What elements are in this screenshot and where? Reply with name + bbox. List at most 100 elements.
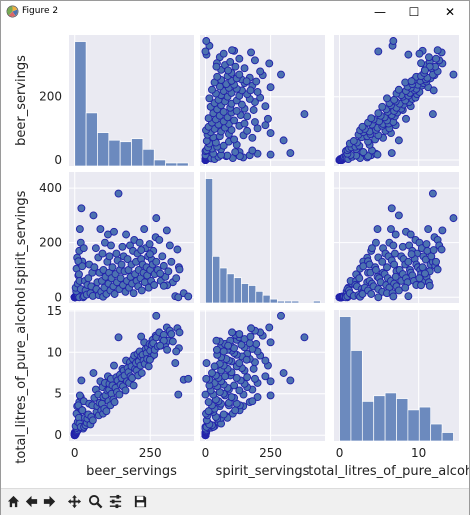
histogram-bar — [219, 267, 228, 303]
scatter-point — [429, 86, 438, 95]
scatter-point — [424, 225, 433, 233]
scatter-point — [232, 374, 241, 382]
scatter-point — [89, 211, 98, 220]
scatter-point — [224, 341, 233, 350]
scatter-point — [208, 369, 216, 377]
scatter-point — [213, 72, 222, 81]
scatter-point — [265, 323, 274, 332]
forward-button[interactable] — [41, 493, 58, 510]
scatter-point — [248, 146, 257, 155]
scatter-point — [250, 374, 259, 383]
scatter-point — [228, 46, 236, 55]
scatter-point — [359, 262, 368, 271]
scatter-point — [449, 70, 458, 79]
scatter-point — [407, 77, 416, 86]
histogram-bar — [97, 132, 110, 166]
scatter-point — [110, 398, 119, 406]
scatter-point — [202, 374, 211, 383]
histogram-bar — [248, 285, 257, 303]
scatter-point — [135, 238, 144, 247]
scatter-point — [156, 341, 165, 350]
scatter-point — [145, 250, 154, 259]
scatter-point — [155, 236, 164, 244]
scatter-point — [247, 48, 255, 57]
scatter-point — [432, 257, 441, 266]
scatter-point — [202, 137, 211, 145]
scatter-point — [240, 119, 249, 128]
scatter-point — [88, 416, 97, 425]
scatter-point — [184, 374, 193, 383]
scatter-point — [373, 225, 382, 233]
y-tick-label: 5 — [54, 387, 62, 401]
zoom-button[interactable] — [87, 493, 104, 510]
scatter-point — [226, 57, 235, 66]
scatter-point — [91, 244, 100, 253]
scatter-point — [242, 77, 251, 86]
histogram-bar — [85, 112, 98, 166]
close-button[interactable]: ✕ — [444, 5, 456, 19]
scatter-point — [123, 255, 132, 264]
histogram-bar — [212, 255, 221, 303]
minimize-button[interactable]: — — [374, 5, 386, 19]
histogram-bar — [226, 273, 235, 303]
scatter-point — [425, 281, 434, 290]
scatter-point — [202, 359, 211, 368]
pan-button[interactable] — [66, 493, 83, 510]
scatter-point — [159, 261, 168, 270]
scatter-point — [266, 83, 275, 92]
scatter-point — [162, 226, 171, 235]
scatter-point — [246, 86, 255, 95]
scatter-point — [449, 214, 458, 223]
x-tick-label: 250 — [139, 446, 162, 460]
scatter-point — [174, 390, 183, 399]
scatter-point — [433, 265, 442, 274]
scatter-point — [219, 107, 228, 116]
y-tick-label: 200 — [39, 90, 62, 104]
scatter-point — [117, 260, 126, 269]
histogram-bar — [74, 41, 87, 166]
scatter-point — [247, 324, 255, 333]
home-button[interactable] — [5, 493, 22, 510]
scatter-point — [398, 242, 407, 251]
configure-subplots-button[interactable] — [107, 493, 124, 510]
scatter-point — [163, 345, 172, 354]
histogram-bar — [165, 162, 178, 166]
maximize-button[interactable]: ☐ — [408, 5, 420, 19]
scatter-point — [129, 381, 138, 390]
scatter-point — [243, 112, 252, 121]
scatter-point — [371, 266, 380, 274]
histogram-bar — [176, 162, 189, 166]
scatter-point — [237, 100, 246, 109]
scatter-point — [114, 333, 123, 342]
histogram-bar — [284, 300, 293, 303]
pairplot-grid: 0 200 beer_servings 0 200 400 spirit_servings 0… — [14, 35, 470, 479]
scatter-point — [75, 391, 84, 400]
histogram-bar — [241, 283, 249, 303]
scatter-point — [383, 94, 391, 103]
scatter-point — [407, 250, 416, 259]
back-button[interactable] — [23, 493, 40, 510]
scatter-point — [367, 114, 376, 123]
scatter-point — [201, 47, 210, 56]
scatter-point — [184, 292, 193, 301]
histogram-bar — [205, 178, 214, 303]
scatter-point — [174, 293, 183, 302]
scatter-point — [242, 355, 251, 364]
scatter-point — [231, 148, 240, 157]
scatter-point — [249, 106, 258, 114]
y-tick-label: 0 — [54, 428, 62, 442]
save-button[interactable] — [132, 493, 149, 510]
scatter-point — [359, 148, 368, 157]
scatter-point — [300, 110, 309, 119]
scatter-point — [250, 118, 259, 126]
scatter-point — [401, 78, 410, 87]
scatter-point — [389, 37, 398, 45]
histogram-bar — [339, 316, 352, 441]
scatter-point — [358, 122, 367, 131]
scatter-point — [394, 211, 403, 220]
scatter-point — [249, 364, 258, 373]
scatter-point — [277, 70, 285, 79]
scatter-point — [77, 376, 86, 385]
scatter-point — [389, 292, 398, 301]
